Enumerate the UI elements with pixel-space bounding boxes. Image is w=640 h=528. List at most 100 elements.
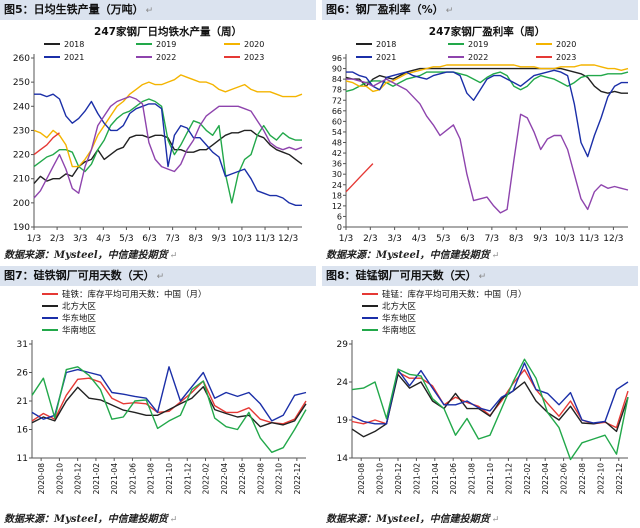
source-note: 数据来源：Mysteel，中信建投期货 ↵ xyxy=(4,246,177,261)
legend-label-1: 北方大区 xyxy=(382,301,417,312)
x-tick-label: 2021-06 xyxy=(449,463,458,495)
x-tick-label: 3/3 xyxy=(387,234,401,244)
x-tick-label: 5/3 xyxy=(436,234,450,244)
y-tick-label: 240 xyxy=(13,102,30,112)
series-line-3 xyxy=(31,366,307,454)
x-tick-label: 2021-06 xyxy=(128,463,137,495)
series-line-3 xyxy=(34,93,302,207)
legend-label-5: 2023 xyxy=(556,53,576,62)
y-tick-label: 19 xyxy=(337,416,349,426)
x-tick-label: 1/3 xyxy=(27,234,41,244)
x-tick-label: 2022-06 xyxy=(238,463,247,495)
x-tick-label: 9/3 xyxy=(212,234,226,244)
x-tick-label: 12/3 xyxy=(278,234,298,244)
x-tick-label: 8/3 xyxy=(188,234,202,244)
y-tick-label: 18 xyxy=(332,191,342,200)
x-tick-label: 2020-08 xyxy=(37,463,46,495)
legend-label-1: 2019 xyxy=(468,40,488,49)
series-line-1 xyxy=(33,98,302,204)
series-line-0 xyxy=(345,67,628,94)
y-tick-label: 31 xyxy=(17,340,28,350)
legend-label-1: 北方大区 xyxy=(62,301,97,312)
x-tick-label: 1/3 xyxy=(339,234,353,244)
y-tick-label: 96 xyxy=(332,54,342,63)
x-tick-label: 11/3 xyxy=(255,234,275,244)
x-tick-label: 10/3 xyxy=(555,234,575,244)
legend-label-0: 2018 xyxy=(376,40,396,49)
x-tick-label: 2021-04 xyxy=(110,463,119,495)
legend-label-4: 2022 xyxy=(468,53,488,62)
y-tick-label: 16 xyxy=(17,426,29,436)
x-tick-label: 2020-12 xyxy=(74,463,83,495)
x-tick-label: 11/3 xyxy=(579,234,599,244)
figure-title: 图6：钢厂盈利率（%） ↵ xyxy=(322,0,638,20)
y-tick-label: 48 xyxy=(332,139,342,148)
y-tick-label: 14 xyxy=(337,454,349,464)
series-line-1 xyxy=(345,71,629,93)
legend-label-5: 2023 xyxy=(244,53,264,62)
series-line-4 xyxy=(346,78,629,214)
x-tick-label: 7/3 xyxy=(165,234,179,244)
x-tick-label: 2/3 xyxy=(50,234,64,244)
figure-title-text: 图7：硅铁钢厂可用天数（天） xyxy=(4,269,155,282)
y-tick-label: 190 xyxy=(13,223,30,233)
x-tick-label: 2022-04 xyxy=(220,463,229,495)
y-tick-label: 0 xyxy=(337,223,342,232)
legend-label-1: 2019 xyxy=(156,40,176,49)
x-tick-label: 5/3 xyxy=(119,234,133,244)
x-tick-label: 2020-12 xyxy=(394,463,403,495)
figure-title: 图5：日均生铁产量（万吨） ↵ xyxy=(0,0,316,20)
chart-iron-output: 247家钢厂日均铁水产量（周） 190 200 210 220 230 240 250 260 1… xyxy=(13,25,303,244)
x-tick-label: 9/3 xyxy=(533,234,547,244)
y-tick-label: 11 xyxy=(17,454,28,464)
series-line-1 xyxy=(351,373,629,438)
panel-fig7: 图7：硅铁钢厂可用天数（天） ↵ 11 16 21 26 31 2020-08 2020-10… xyxy=(0,266,318,528)
source-note: 数据来源：Mysteel，中信建投期货 ↵ xyxy=(326,510,499,525)
panel-fig6: 图6：钢厂盈利率（%） ↵ 247家钢厂盈利率（周） 0 6 12 18 24 30 36 42 4… xyxy=(322,0,640,264)
return-mark-icon: ↵ xyxy=(169,251,178,261)
y-tick-label: 250 xyxy=(13,78,30,88)
x-tick-label: 2022-08 xyxy=(256,463,265,495)
x-tick-label: 12/3 xyxy=(603,234,623,244)
y-tick-label: 42 xyxy=(332,149,342,158)
return-mark-icon: ↵ xyxy=(169,515,178,525)
source-note: 数据来源：Mysteel，中信建投期货 ↵ xyxy=(4,510,177,525)
y-tick-label: 66 xyxy=(332,107,342,116)
y-tick-label: 6 xyxy=(337,212,342,221)
x-tick-label: 3/3 xyxy=(73,234,87,244)
chart-title: 247家钢厂日均铁水产量（周） xyxy=(94,25,242,38)
x-tick-label: 10/3 xyxy=(232,234,252,244)
figure-title-text: 图6：钢厂盈利率（%） xyxy=(326,3,444,16)
series-line-1 xyxy=(31,386,307,428)
y-tick-label: 54 xyxy=(332,128,342,137)
legend-label-2: 2020 xyxy=(244,40,264,49)
y-tick-label: 260 xyxy=(13,54,30,64)
x-tick-label: 2021-08 xyxy=(147,463,156,495)
legend-label-0: 硅铁：库存平均可用天数：中国（月） xyxy=(62,289,207,300)
legend-label-2: 华东地区 xyxy=(62,313,97,324)
return-mark-icon: ↵ xyxy=(491,515,500,525)
legend-label-2: 华东地区 xyxy=(382,313,417,324)
x-tick-label: 2021-02 xyxy=(412,463,421,495)
y-tick-label: 210 xyxy=(13,175,30,185)
series-line-5 xyxy=(345,163,374,193)
x-tick-label: 2022-10 xyxy=(275,463,284,495)
x-tick-label: 2021-08 xyxy=(468,463,477,495)
x-tick-label: 8/3 xyxy=(509,234,523,244)
return-mark-icon: ↵ xyxy=(491,251,500,261)
source-text: 数据来源：Mysteel，中信建投期货 xyxy=(4,250,168,261)
chart-title: 247家钢厂盈利率（周） xyxy=(429,25,545,38)
x-tick-label: 2020-10 xyxy=(376,463,385,495)
x-tick-label: 4/3 xyxy=(96,234,110,244)
y-tick-label: 90 xyxy=(332,65,342,74)
x-tick-label: 2022-12 xyxy=(615,463,624,495)
x-tick-label: 2021-12 xyxy=(504,463,513,495)
y-tick-label: 30 xyxy=(332,170,342,179)
legend-label-4: 2022 xyxy=(156,53,176,62)
x-tick-label: 2020-08 xyxy=(357,463,366,495)
y-tick-label: 200 xyxy=(13,199,30,209)
x-tick-label: 2021-02 xyxy=(92,463,101,495)
return-mark-icon: ↵ xyxy=(478,272,487,282)
series-line-3 xyxy=(351,358,629,461)
